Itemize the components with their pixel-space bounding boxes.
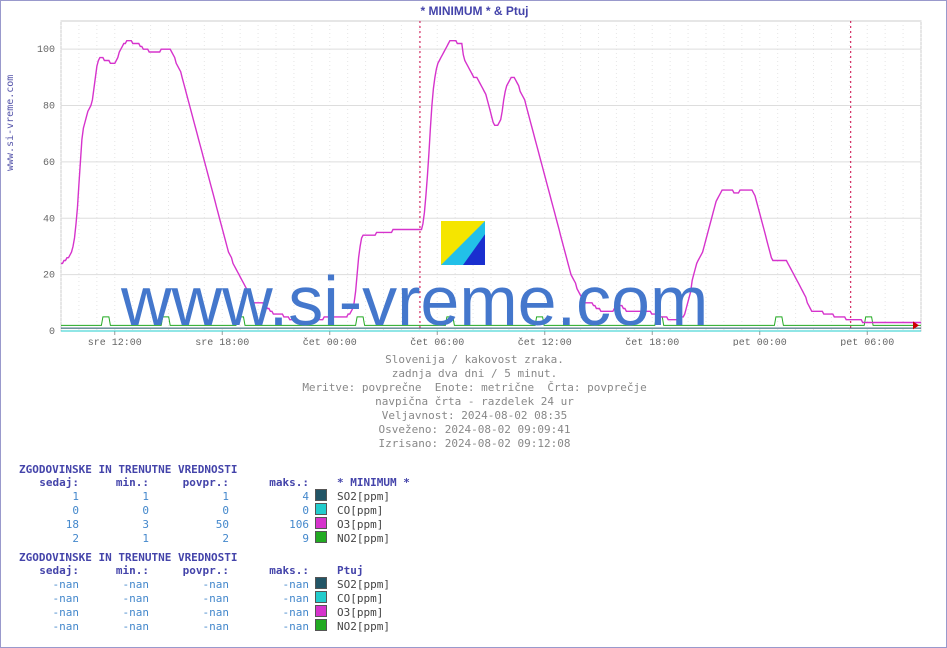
table-header: sedaj:min.:povpr.:maks.:Ptuj	[19, 564, 427, 577]
legend-swatch	[315, 503, 327, 515]
svg-text:čet 12:00: čet 12:00	[518, 337, 572, 346]
svg-text:čet 18:00: čet 18:00	[625, 337, 679, 346]
svg-text:čet 00:00: čet 00:00	[303, 337, 357, 346]
table-header: sedaj:min.:povpr.:maks.:* MINIMUM *	[19, 476, 427, 489]
table-title: ZGODOVINSKE IN TRENUTNE VREDNOSTI	[19, 463, 427, 476]
svg-text:20: 20	[43, 271, 55, 282]
table-row: -nan-nan-nan-nanSO2[ppm]	[19, 577, 427, 591]
svg-text:60: 60	[43, 158, 55, 169]
legend-swatch	[315, 517, 327, 529]
page-frame: www.si-vreme.com * MINIMUM * & Ptuj02040…	[0, 0, 947, 648]
table-row: 0000CO[ppm]	[19, 503, 427, 517]
table-title: ZGODOVINSKE IN TRENUTNE VREDNOSTI	[19, 551, 427, 564]
svg-text:80: 80	[43, 102, 55, 113]
table-row: -nan-nan-nan-nanCO[ppm]	[19, 591, 427, 605]
legend-swatch	[315, 591, 327, 603]
legend-swatch	[315, 577, 327, 589]
chart: * MINIMUM * & Ptuj 0 20 40 60 80 100 sre 12:00 s…	[1, 1, 947, 346]
table-row: -nan-nan-nan-nanO3[ppm]	[19, 605, 427, 619]
table-row: 1114SO2[ppm]	[19, 489, 427, 503]
legend-swatch	[315, 605, 327, 617]
svg-text:pet 06:00: pet 06:00	[840, 338, 894, 346]
svg-text:40: 40	[43, 214, 55, 225]
legend-swatch	[315, 489, 327, 501]
svg-text:100: 100	[37, 45, 55, 56]
svg-text:sre 18:00: sre 18:00	[195, 338, 249, 346]
svg-text:0: 0	[49, 327, 55, 338]
table-row: 18350106O3[ppm]	[19, 517, 427, 531]
svg-text:pet 00:00: pet 00:00	[733, 338, 787, 346]
table-row: 2129NO2[ppm]	[19, 531, 427, 545]
legend-swatch	[315, 619, 327, 631]
svg-text:čet 06:00: čet 06:00	[410, 337, 464, 346]
chart-title: * MINIMUM * & Ptuj	[421, 4, 529, 18]
table-row: -nan-nan-nan-nanNO2[ppm]	[19, 619, 427, 633]
legend-swatch	[315, 531, 327, 543]
svg-text:sre 12:00: sre 12:00	[88, 338, 142, 346]
meta-block: Slovenija / kakovost zraka. zadnja dva d…	[1, 353, 947, 451]
data-tables: ZGODOVINSKE IN TRENUTNE VREDNOSTIsedaj:m…	[19, 457, 427, 633]
